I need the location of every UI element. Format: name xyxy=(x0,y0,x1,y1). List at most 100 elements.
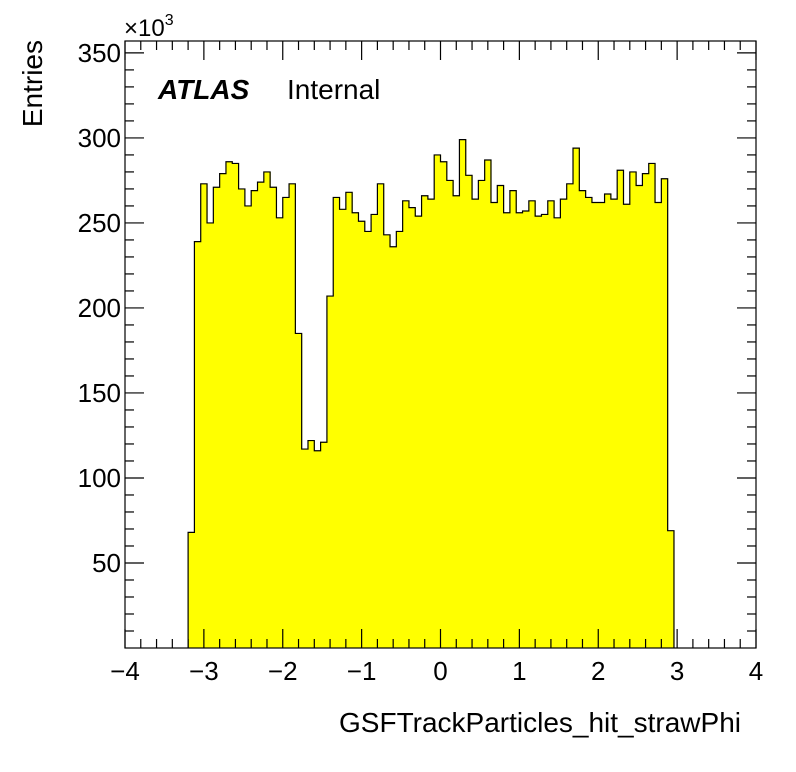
histogram-bin xyxy=(352,212,360,649)
x-tick-label: 1 xyxy=(512,656,526,686)
histogram-bin xyxy=(282,197,290,648)
histogram-bin xyxy=(194,241,202,648)
histogram-bin xyxy=(446,180,454,648)
histogram-bin xyxy=(566,183,574,648)
histogram-bin xyxy=(345,192,353,648)
x-axis-label: GSFTrackParticles_hit_strawPhi xyxy=(339,707,741,738)
histogram-bin xyxy=(333,197,341,648)
histogram-bin xyxy=(490,202,498,648)
y-axis-ticks xyxy=(125,52,756,632)
histogram-bin xyxy=(289,183,296,648)
histogram-bin xyxy=(579,190,587,649)
histogram-bin xyxy=(396,231,404,648)
y-tick-label: 350 xyxy=(78,38,121,68)
histogram-bin xyxy=(604,194,612,648)
histogram-bin xyxy=(472,199,479,649)
y-tick-label: 250 xyxy=(78,208,121,238)
histogram-bin xyxy=(541,214,549,648)
histogram-bin xyxy=(547,200,555,648)
histogram-bin xyxy=(383,234,391,648)
histogram-bin xyxy=(509,190,517,649)
histogram-bin xyxy=(440,161,448,648)
histogram-bin xyxy=(434,154,442,648)
y-tick-label: 100 xyxy=(78,463,121,493)
x-tick-label: 2 xyxy=(591,656,605,686)
histogram-bin xyxy=(459,139,467,648)
histogram-bin xyxy=(573,148,580,648)
x-tick-label: 0 xyxy=(433,656,447,686)
y-tick-label: 200 xyxy=(78,293,121,323)
x-axis-tick-labels: −4 −3 −2 −1 0 1 2 3 4 xyxy=(110,656,763,686)
histogram-bin xyxy=(560,199,568,649)
histogram-bin xyxy=(535,216,543,648)
x-axis-ticks xyxy=(124,41,757,648)
histogram-bin xyxy=(188,532,196,648)
histogram-bin xyxy=(617,170,625,648)
histogram-bin xyxy=(421,195,429,648)
y-multiplier: ×103 xyxy=(124,12,174,42)
histogram-bin xyxy=(339,209,347,648)
histogram-bin xyxy=(427,199,435,649)
x-tick-label: −2 xyxy=(268,656,298,686)
histogram-bin xyxy=(276,217,284,648)
histogram-bin xyxy=(598,202,606,648)
histogram-bin xyxy=(219,173,227,649)
y-axis-label: Entries xyxy=(17,40,48,127)
histogram-bin xyxy=(358,221,366,649)
histogram-bin xyxy=(661,178,669,648)
histogram-bin xyxy=(307,440,315,648)
histogram-bin xyxy=(623,204,631,648)
histogram-bin xyxy=(257,182,265,649)
x-tick-label: 3 xyxy=(670,656,684,686)
histogram-bin xyxy=(465,175,473,648)
histogram-bin xyxy=(390,246,397,648)
internal-label: Internal xyxy=(287,74,380,105)
histogram-bin xyxy=(251,190,259,649)
atlas-label: ATLAS xyxy=(157,74,250,105)
histogram-bars xyxy=(188,139,675,649)
y-tick-label: 150 xyxy=(78,378,121,408)
histogram-bin xyxy=(522,211,530,648)
histogram-bin xyxy=(667,530,675,648)
y-tick-label: 300 xyxy=(78,123,121,153)
histogram-bin xyxy=(232,163,240,648)
histogram-bin xyxy=(503,212,511,649)
histogram-bin xyxy=(238,188,246,648)
histogram-bin xyxy=(263,171,271,648)
histogram-bin xyxy=(301,449,309,648)
histogram-bin xyxy=(408,207,416,649)
y-tick-label: 50 xyxy=(92,548,121,578)
histogram-bin xyxy=(402,200,410,648)
histogram-bin xyxy=(207,222,214,648)
histogram-bin xyxy=(642,173,650,649)
histogram-bin xyxy=(295,333,303,648)
histogram-bin xyxy=(648,163,656,648)
x-tick-label: −1 xyxy=(347,656,377,686)
histogram-bin xyxy=(610,199,618,649)
histogram-bin xyxy=(636,185,644,648)
histogram-bin xyxy=(213,187,221,648)
x-tick-label: −4 xyxy=(110,656,140,686)
histogram-bin xyxy=(415,216,423,648)
histogram-bin xyxy=(528,200,536,648)
histogram-bin xyxy=(497,185,505,648)
histogram-bin xyxy=(655,202,662,648)
histogram-bin xyxy=(371,214,378,648)
histogram-bin xyxy=(516,212,524,649)
histogram-bin xyxy=(200,183,208,648)
histogram-bin xyxy=(377,183,385,648)
x-tick-label: −3 xyxy=(189,656,219,686)
x-tick-label: 4 xyxy=(749,656,763,686)
histogram-bin xyxy=(270,187,278,648)
histogram-bin xyxy=(364,231,372,648)
histogram-outline xyxy=(187,139,675,648)
histogram-bin xyxy=(484,160,492,649)
histogram-bin xyxy=(225,161,233,648)
histogram-bin xyxy=(591,202,599,648)
histogram-bin xyxy=(320,442,328,648)
histogram-bin xyxy=(585,197,593,648)
y-axis-tick-labels: 50 100 150 200 250 300 350 xyxy=(78,38,121,578)
histogram-bin xyxy=(244,205,252,648)
histogram-bin xyxy=(478,180,486,648)
